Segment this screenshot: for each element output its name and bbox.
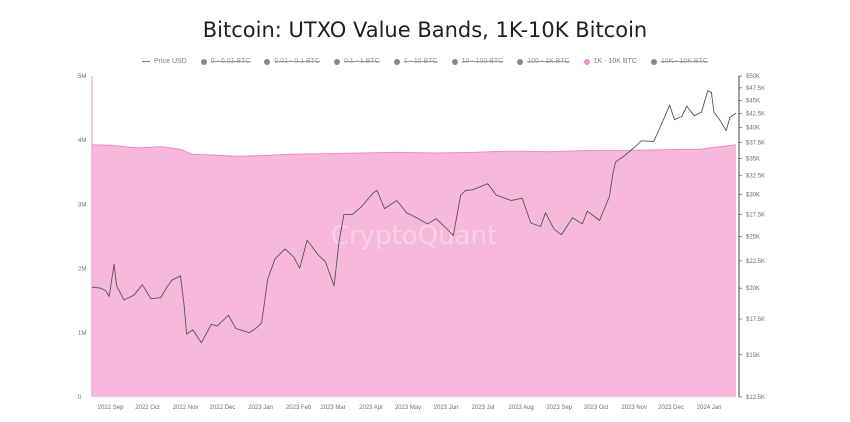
y-right-tick-5: $25K [746, 235, 760, 241]
x-tick-9: 2023 Jun [434, 405, 459, 411]
legend-swatch [264, 58, 271, 65]
legend-item-0[interactable]: Price USD [142, 58, 187, 65]
series-area-1k-10k [92, 144, 736, 397]
legend-item-5[interactable]: 10 - 100 BTC [451, 58, 504, 65]
legend-swatch [583, 58, 590, 65]
legend-swatch [333, 58, 340, 65]
y-right-tick-12: $42.5K [746, 112, 765, 118]
legend-label: 100 - 1K BTC [527, 58, 570, 65]
x-tick-8: 2023 May [395, 405, 421, 411]
legend-label: 0.1 - 1 BTC [343, 58, 380, 65]
legend-label: 0.01 - 0.1 BTC [274, 58, 320, 65]
x-tick-1: 2022 Oct [135, 405, 160, 411]
legend-item-6[interactable]: 100 - 1K BTC [517, 58, 570, 65]
legend-swatch [200, 58, 207, 65]
y-left-tick-3: 3M [78, 202, 86, 208]
x-tick-11: 2023 Aug [508, 405, 533, 411]
x-tick-7: 2023 Apr [359, 405, 383, 411]
x-tick-14: 2023 Nov [621, 405, 647, 411]
legend-item-3[interactable]: 0.1 - 1 BTC [333, 58, 380, 65]
y-right-tick-6: $27.5K [746, 212, 765, 218]
series-area-edge [91, 144, 737, 157]
y-right-tick-15: $50K [746, 74, 760, 80]
legend-label: Price USD [154, 58, 187, 65]
x-tick-16: 2024 Jan [697, 405, 722, 411]
x-tick-12: 2023 Sep [546, 405, 572, 411]
x-tick-4: 2023 Jan [248, 405, 273, 411]
y-right-tick-10: $37.5K [746, 141, 765, 147]
legend-item-4[interactable]: 1 - 10 BTC [393, 58, 438, 65]
y-right-tick-2: $17.5K [746, 317, 765, 323]
watermark: CryptoQuant [331, 221, 497, 251]
legend-label: 0 - 0.01 BTC [210, 58, 251, 65]
y-right-tick-7: $30K [746, 192, 760, 198]
legend-item-2[interactable]: 0.01 - 0.1 BTC [264, 58, 320, 65]
x-tick-2: 2022 Nov [173, 405, 199, 411]
legend-label: 10 - 100 BTC [461, 58, 504, 65]
y-left-tick-5: 5M [78, 74, 86, 80]
chart-legend: Price USD 0 - 0.01 BTC 0.01 - 0.1 BTC 0.1 -… [0, 58, 850, 65]
y-left-tick-2: 2M [78, 267, 86, 273]
x-tick-15: 2023 Dec [658, 405, 684, 411]
y-right-tick-1: $15K [746, 353, 760, 359]
legend-item-7[interactable]: 1K - 10K BTC [583, 58, 637, 65]
y-left-tick-1: 1M [78, 331, 86, 337]
y-right-tick-3: $20K [746, 286, 760, 292]
legend-label: 1K - 10K BTC [593, 58, 637, 65]
x-tick-3: 2022 Dec [210, 405, 236, 411]
y-left-tick-0: 0 [78, 395, 82, 401]
y-right-tick-14: $47.5K [746, 86, 765, 92]
legend-swatch [142, 61, 151, 62]
legend-swatch [517, 58, 524, 65]
chart-title: Bitcoin: UTXO Value Bands, 1K-10K Bitcoi… [202, 18, 648, 42]
y-right-tick-4: $22.5K [746, 259, 765, 265]
y-right-tick-9: $35K [746, 157, 760, 163]
y-right-tick-11: $40K [746, 126, 760, 132]
x-tick-6: 2023 Mar [320, 405, 345, 411]
legend-swatch [451, 58, 458, 65]
series-price-usd [91, 90, 737, 344]
legend-swatch [393, 58, 400, 65]
x-tick-13: 2023 Oct [584, 405, 609, 411]
legend-swatch [650, 58, 657, 65]
legend-label: 10K - 10K BTC [660, 58, 708, 65]
legend-item-8[interactable]: 10K - 10K BTC [650, 58, 708, 65]
y-right-tick-13: $45K [746, 98, 760, 104]
y-left-tick-4: 4M [78, 138, 86, 144]
x-tick-10: 2023 Jul [472, 405, 495, 411]
legend-label: 1 - 10 BTC [403, 58, 438, 65]
x-tick-0: 2022 Sep [98, 405, 124, 411]
y-right-tick-0: $12.5K [746, 395, 765, 401]
legend-item-1[interactable]: 0 - 0.01 BTC [200, 58, 251, 65]
x-tick-5: 2023 Feb [286, 405, 312, 411]
y-right-tick-8: $32.5K [746, 174, 765, 180]
